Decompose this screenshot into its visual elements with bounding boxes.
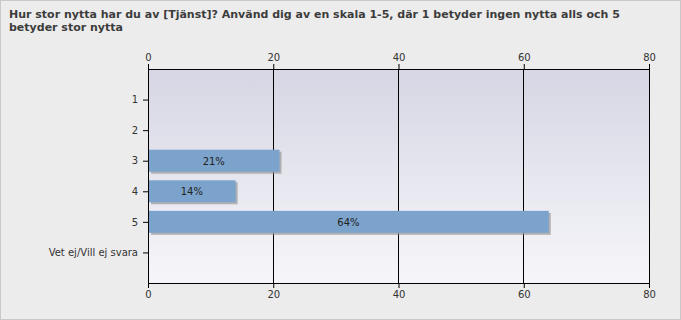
tick-mark [524,283,525,288]
tick-mark [273,64,274,69]
tick-label: Vet ej/Vill ej svara [49,247,138,258]
tick-label: 4 [132,186,138,197]
bar [149,180,236,202]
tick-mark [143,191,148,192]
tick-mark [649,283,650,288]
tick: 0 [145,52,151,69]
tick: 60 [518,283,531,300]
background [1,1,681,320]
tick: 4 [132,186,148,197]
tick-mark [143,252,148,253]
grid-line [523,69,524,283]
tick-mark [143,161,148,162]
data-label: 64% [337,217,359,228]
tick: Vet ej/Vill ej svara [49,247,148,258]
tick-label: 60 [518,52,531,63]
chart: Hur stor nytta har du av [Tjänst]? Använ… [0,0,681,320]
tick-label: 3 [132,155,138,166]
tick-mark [273,283,274,288]
tick: 1 [132,94,148,105]
tick: 2 [132,125,148,136]
tick-label: 40 [393,52,406,63]
tick-label: 80 [643,52,656,63]
bar [149,211,549,233]
tick-mark [399,64,400,69]
tick-mark [399,283,400,288]
tick-label: 80 [643,289,656,300]
title: Hur stor nytta har du av [Tjänst]? Använ… [9,8,620,34]
grid-line [273,69,274,283]
tick-mark [143,130,148,131]
tick: 80 [643,52,656,69]
data-label: 14% [181,186,203,197]
tick-label: 0 [145,289,151,300]
data-label: 21% [203,156,225,167]
tick-label: 60 [518,289,531,300]
tick-label: 1 [132,94,138,105]
axis-line [148,70,149,284]
grid-line [398,69,399,283]
grid [148,69,649,283]
tick: 5 [132,217,148,228]
tick: 20 [267,52,280,69]
tick-label: 0 [145,52,151,63]
grid-line [649,69,650,283]
y-axis: 1 2 3 4 5 Vet ej/Vill ej svara [49,70,149,284]
x-axis-bottom: 0 20 40 60 80 [145,283,656,300]
tick-label: 20 [267,289,280,300]
tick: 40 [393,52,406,69]
tick-label: 2 [132,125,138,136]
bars [149,150,549,233]
tick: 40 [393,283,406,300]
tick-mark [148,283,149,288]
tick-label: 5 [132,217,138,228]
bar [149,150,280,172]
plot-frame [649,69,650,283]
tick: 3 [132,155,148,166]
grid-line [148,69,149,283]
data-labels: 21% 14% 64% [181,156,360,228]
tick-mark [649,64,650,69]
tick-label: 40 [393,289,406,300]
tick-label: 20 [267,52,280,63]
tick: 0 [145,283,151,300]
x-axis-top: 0 20 40 60 80 [145,52,656,70]
tick: 60 [518,52,531,69]
tick-mark [143,222,148,223]
tick: 80 [643,283,656,300]
axis-line [149,69,650,70]
tick-mark [148,64,149,69]
tick-mark [524,64,525,69]
plot-area [148,69,649,283]
tick: 20 [267,283,280,300]
tick-mark [143,100,148,101]
